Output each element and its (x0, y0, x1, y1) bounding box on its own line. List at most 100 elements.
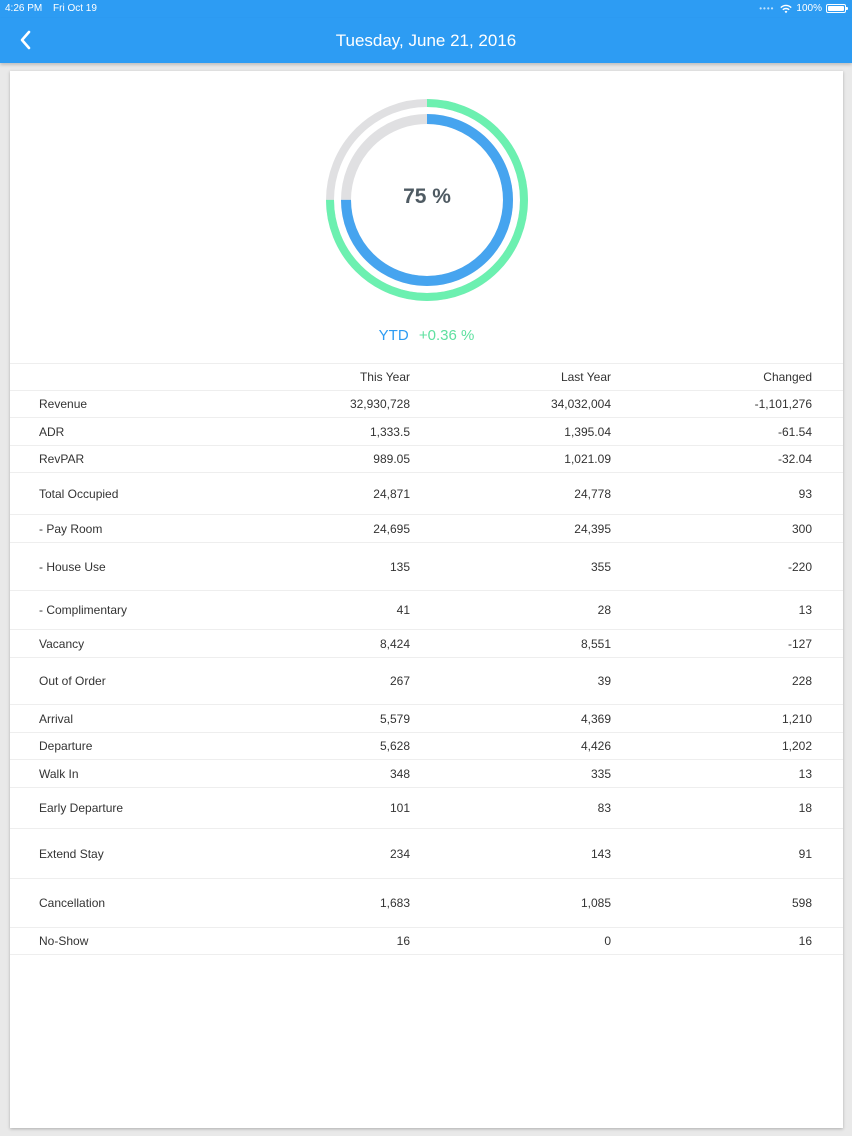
occupancy-gauge (326, 99, 528, 301)
row-last-year: 0 (604, 934, 611, 948)
ytd-label: YTD (378, 327, 409, 344)
row-this-year: 32,930,728 (349, 397, 410, 411)
row-last-year: 8,551 (580, 636, 611, 651)
row-changed: 91 (798, 846, 812, 861)
row-changed: -220 (787, 559, 812, 574)
row-this-year: 135 (389, 559, 410, 574)
status-bar: 4:26 PM Fri Oct 19 •••• 100% (0, 0, 852, 18)
row-last-year: 335 (590, 766, 611, 781)
table-body: Revenue 32,930,728 34,032,004 -1,101,276 ADR… (10, 391, 843, 955)
status-right: •••• 100% (759, 3, 848, 14)
row-label: RevPAR (39, 452, 85, 466)
row-changed: -61.54 (777, 424, 812, 439)
row-label: Walk In (39, 766, 79, 781)
row-label: ADR (39, 424, 65, 439)
status-time: 4:26 PM (5, 3, 43, 14)
ytd-summary: YTD +0.36 % (10, 327, 843, 344)
table-row: Walk In 348 335 13 (10, 760, 843, 788)
row-last-year: 1,021.09 (564, 452, 611, 466)
table-row: - Pay Room 24,695 24,395 300 (10, 515, 843, 543)
row-label: Early Departure (39, 801, 124, 815)
comparison-table: This Year Last Year Changed Revenue 32,93… (10, 363, 843, 955)
row-changed: 13 (798, 766, 812, 781)
row-label: Total Occupied (39, 486, 119, 501)
row-last-year: 24,778 (574, 486, 611, 501)
row-this-year: 234 (389, 846, 410, 861)
page-title: Tuesday, June 21, 2016 (335, 31, 517, 50)
chevron-left-icon (20, 30, 31, 50)
ytd-change: +0.36 % (418, 327, 475, 344)
row-label: - House Use (39, 559, 106, 574)
row-last-year: 39 (597, 674, 611, 688)
row-changed: -127 (787, 636, 812, 651)
back-button[interactable] (14, 28, 38, 52)
row-this-year: 5,628 (379, 739, 410, 753)
status-date: Fri Oct 19 (53, 3, 97, 14)
table-row: - House Use 135 355 -220 (10, 543, 843, 591)
table-row: ADR 1,333.5 1,395.04 -61.54 (10, 418, 843, 446)
battery-percent: 100% (796, 3, 822, 14)
table-row: Early Departure 101 83 18 (10, 788, 843, 829)
table-row: Departure 5,628 4,426 1,202 (10, 733, 843, 760)
row-label: Vacancy (39, 636, 85, 651)
row-changed: 1,202 (781, 739, 812, 753)
table-row: Revenue 32,930,728 34,032,004 -1,101,276 (10, 391, 843, 418)
table-row: Extend Stay 234 143 91 (10, 829, 843, 879)
table-row: RevPAR 989.05 1,021.09 -32.04 (10, 446, 843, 473)
row-last-year: 143 (590, 846, 611, 861)
table-row: Out of Order 267 39 228 (10, 658, 843, 705)
row-changed: 16 (798, 934, 812, 948)
row-changed: -1,101,276 (754, 397, 812, 411)
row-last-year: 83 (597, 801, 611, 815)
wifi-icon (780, 4, 793, 13)
row-this-year: 989.05 (373, 452, 410, 466)
header-last-year: Last Year (560, 370, 611, 384)
row-label: Cancellation (39, 896, 106, 910)
row-this-year: 267 (389, 674, 410, 688)
row-this-year: 24,871 (373, 486, 410, 501)
row-last-year: 1,395.04 (564, 424, 611, 439)
table-header: This Year Last Year Changed (10, 363, 843, 391)
status-left: 4:26 PM Fri Oct 19 (5, 3, 105, 14)
header-this-year: This Year (359, 370, 410, 384)
row-label: Extend Stay (39, 846, 104, 861)
row-this-year: 348 (389, 766, 410, 781)
row-changed: 18 (798, 801, 812, 815)
row-label: Revenue (39, 397, 88, 411)
row-this-year: 16 (396, 934, 410, 948)
report-card: 75 % YTD +0.36 % This Year Last Year Cha… (10, 71, 843, 1128)
row-this-year: 5,579 (379, 711, 410, 726)
row-changed: 598 (791, 896, 812, 910)
row-changed: 93 (798, 486, 812, 501)
row-last-year: 4,369 (580, 711, 611, 726)
row-last-year: 355 (590, 559, 611, 574)
row-this-year: 24,695 (373, 521, 410, 536)
row-last-year: 24,395 (574, 521, 611, 536)
table-row: Cancellation 1,683 1,085 598 (10, 879, 843, 928)
row-label: Out of Order (39, 674, 106, 688)
row-last-year: 1,085 (580, 896, 611, 910)
row-changed: 13 (798, 603, 812, 617)
row-last-year: 34,032,004 (550, 397, 611, 411)
row-this-year: 41 (396, 603, 410, 617)
header-changed: Changed (763, 370, 812, 384)
row-last-year: 28 (597, 603, 611, 617)
row-label: - Pay Room (39, 521, 103, 536)
gauge-value: 75 % (403, 185, 451, 208)
row-label: No-Show (39, 934, 89, 948)
row-changed: 300 (791, 521, 812, 536)
row-this-year: 1,333.5 (369, 424, 410, 439)
row-this-year: 8,424 (379, 636, 410, 651)
row-this-year: 1,683 (379, 896, 410, 910)
table-row: - Complimentary 41 28 13 (10, 591, 843, 630)
table-row: Arrival 5,579 4,369 1,210 (10, 705, 843, 733)
row-changed: 228 (791, 674, 812, 688)
table-row: Total Occupied 24,871 24,778 93 (10, 473, 843, 515)
row-this-year: 101 (389, 801, 410, 815)
gauge-outer-arc (326, 99, 528, 301)
row-label: Departure (39, 739, 93, 753)
row-label: Arrival (39, 711, 74, 726)
nav-bar: Tuesday, June 21, 2016 (0, 18, 852, 63)
row-changed: -32.04 (777, 452, 812, 466)
table-row: Vacancy 8,424 8,551 -127 (10, 630, 843, 658)
